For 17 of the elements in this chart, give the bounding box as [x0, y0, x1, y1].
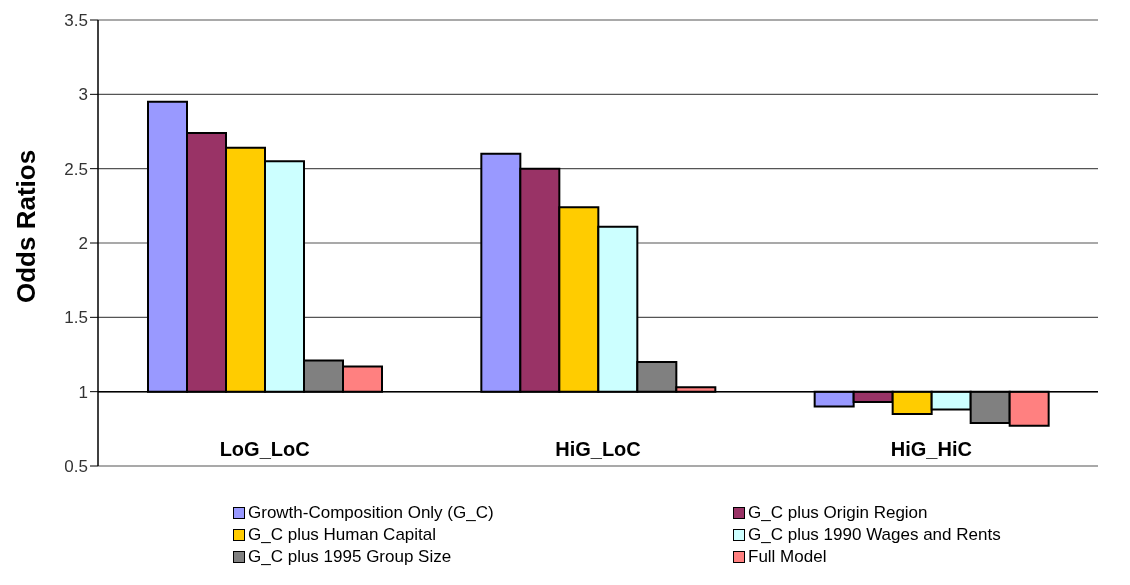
legend-label: G_C plus Origin Region [748, 502, 928, 524]
legend-label: G_C plus Human Capital [248, 524, 437, 546]
y-tick-label: 1 [78, 382, 88, 402]
legend-label: G_C plus 1990 Wages and Rents [748, 524, 1001, 546]
y-tick-label: 2.5 [64, 159, 88, 179]
x-tick-label: HiG_LoC [555, 438, 641, 461]
y-tick-label: 3 [78, 85, 88, 105]
y-tick-label: 2 [78, 234, 88, 254]
y-tick-label: 0.5 [64, 457, 88, 477]
x-tick-label: LoG_LoC [219, 438, 310, 461]
legend-label: Growth-Composition Only (G_C) [248, 502, 494, 524]
y-tick-label: 3.5 [64, 11, 88, 31]
x-tick-label: HiG_HiC [890, 438, 972, 461]
legend-label: G_C plus 1995 Group Size [248, 546, 452, 568]
legend-label: Full Model [748, 546, 827, 568]
y-tick-label: 1.5 [64, 308, 88, 328]
y-axis-title: Odds Ratios [11, 149, 42, 303]
